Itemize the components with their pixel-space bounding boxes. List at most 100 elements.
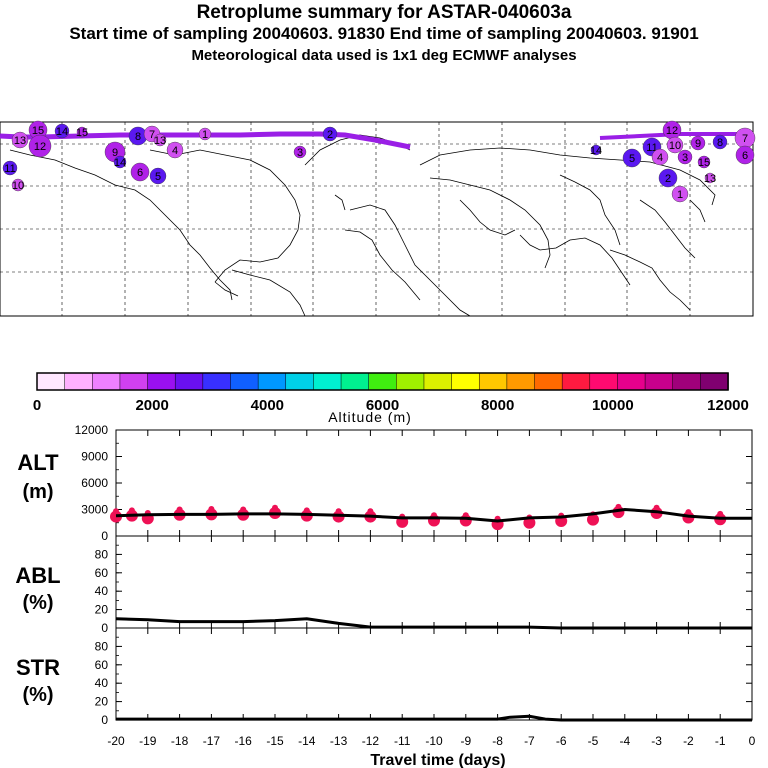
x-tick-label: -5 [588,734,599,748]
colorbar-swatch [589,372,619,391]
alt-plume-dot [110,510,122,523]
plume-cluster-label: 15 [76,127,88,139]
plume-cluster-label: 12 [666,125,678,137]
plume-cluster-label: 6 [137,167,143,179]
plume-cluster-label: 3 [682,152,688,164]
plume-cluster-label: 4 [657,152,663,164]
colorbar-tick-label: 12000 [707,397,749,414]
plume-cluster-marker [166,141,184,159]
x-tick-label: -13 [330,734,348,748]
plume-cluster-marker [153,133,167,147]
alt-plume-dot-small [176,506,183,513]
alt-plume-dot-small [717,510,724,517]
colorbar-swatch [617,372,646,391]
plume-cluster-marker [113,155,127,169]
abl-frame [115,535,753,629]
plume-cluster-marker [293,145,307,159]
colorbar-swatch [285,372,315,391]
alt-plume-dot-small [335,508,342,515]
alt-ytick-label: 9000 [81,450,108,464]
str-ytick-label: 80 [95,639,109,653]
colorbar: 0 2000 4000 6000 8000 10000 12000 Altitude (m) [33,372,749,425]
str-ylabel: STR [16,655,60,680]
colorbar-swatch [230,372,259,391]
colorbar-frame [36,372,729,391]
colorbar-swatch [119,372,149,391]
alt-plume-dot-small [272,504,278,511]
plume-cluster-marker [322,126,338,142]
met-data-note: Meteorological data used is 1x1 deg ECMW… [191,47,577,64]
abl-ytick-label: 20 [95,603,109,617]
plume-cluster-marker [76,126,88,138]
colorbar-swatch [478,372,508,391]
x-tick-label: -1 [715,734,726,748]
x-tick-label: -7 [524,734,535,748]
alt-plume-dot-small [303,507,310,514]
colorbar-swatch [147,372,176,391]
plume-cluster-marker [651,148,669,166]
x-tick-label: 0 [749,734,756,748]
colorbar-swatch [451,372,480,391]
alt-plume-dot-small [113,508,119,515]
abl-panel: 0 20 40 60 80 ABL (%) [15,535,753,635]
plume-cluster-marker [690,135,706,151]
plume-cluster-label: 4 [172,145,178,157]
plume-cluster-marker [712,134,728,150]
alt-ytick-label: 3000 [81,503,108,517]
alt-ylabel: ALT [17,450,59,475]
x-tick-label: -14 [298,734,316,748]
plume-cluster-label: 14 [590,145,602,157]
plume-cluster-label: 8 [135,131,141,143]
map-graticule [0,122,753,316]
alt-plume-dot-small [653,504,660,511]
plume-cluster-marker [149,167,167,185]
alt-plume-dot [523,516,536,529]
x-tick-label: -10 [425,734,443,748]
plume-cluster-label: 7 [742,133,748,145]
colorbar-tick-label: 10000 [592,397,634,414]
alt-ytick-label: 12000 [75,423,109,437]
x-tick-label: -9 [460,734,471,748]
plume-cluster-label: 14 [114,157,126,169]
alt-panel: 0 3000 6000 9000 12000 ALT (m) [17,423,753,543]
plume-cluster-label: 13 [704,173,716,185]
abl-ytick-label: 80 [95,547,109,561]
alt-plume-dot-small [615,503,622,510]
x-tick-label: -17 [203,734,221,748]
plume-cluster-marker [2,160,18,176]
alt-plume-dot-small [208,506,215,513]
plume-cluster-label: 10 [12,180,24,192]
plume-cluster-marker [658,168,678,188]
plume-cluster-marker [11,178,25,192]
plume-cluster-label: 5 [155,171,161,183]
plume-cluster-label: 14 [56,126,68,138]
plume-cluster-label: 6 [742,150,748,162]
alt-plume-dot-small [128,507,135,514]
colorbar-swatch [340,372,370,391]
plume-cluster-marker [54,123,70,139]
plume-cluster-label: 13 [14,135,26,147]
colorbar-swatch [534,372,563,391]
abl-ylabel-unit: (%) [22,592,53,614]
plume-cluster-label: 5 [629,153,635,165]
plume-cluster-label: 9 [695,138,701,150]
plume-cluster-marker [11,131,29,149]
sampling-times: Start time of sampling 20040603. 91830 E… [69,24,699,43]
plume-cluster-marker [622,148,642,168]
alt-ylabel-unit: (m) [22,481,53,503]
alt-series-line [115,507,752,523]
x-tick-label: -3 [651,734,662,748]
plume-cluster-label: 3 [297,147,303,159]
plume-cluster-marker [590,144,602,156]
alt-plume-dot [587,513,599,526]
coastlines [9,134,716,317]
str-ytick-label: 20 [95,695,109,709]
plume-cluster-label: 1 [202,129,208,141]
colorbar-swatch [506,372,536,391]
abl-ylabel: ABL [15,563,60,588]
str-panel: 0 20 40 60 80 STR (%) [16,627,753,727]
plume-cluster-label: 13 [154,135,166,147]
str-ytick-label: 0 [101,713,108,727]
